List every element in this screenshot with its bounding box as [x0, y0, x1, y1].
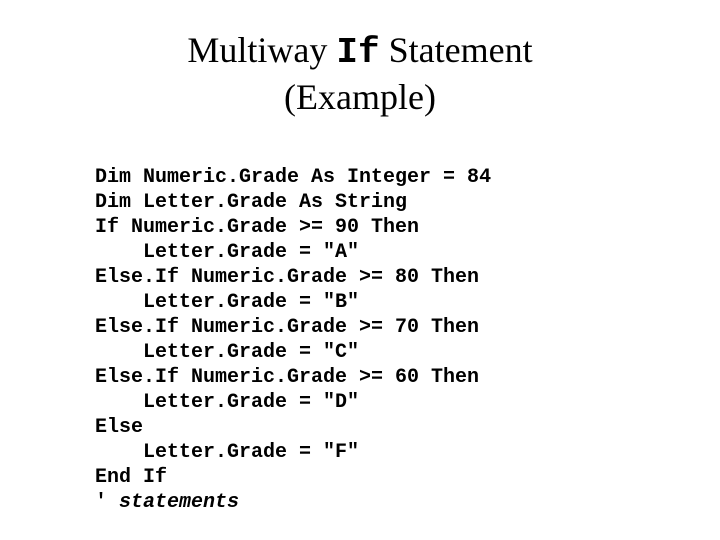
title-suffix: Statement: [380, 30, 533, 70]
code-line-11: Else: [95, 416, 143, 439]
code-line-1: Dim Numeric.Grade As Integer = 84: [95, 166, 491, 189]
code-line-4: Letter.Grade = "A": [143, 241, 359, 264]
code-line-13: End If: [95, 466, 167, 489]
slide: Multiway If Statement (Example) Dim Nume…: [0, 0, 720, 540]
code-line-14-comment: statements: [119, 491, 239, 514]
code-line-9: Else.If Numeric.Grade >= 60 Then: [95, 366, 479, 389]
code-line-3: If Numeric.Grade >= 90 Then: [95, 216, 419, 239]
code-line-6: Letter.Grade = "B": [143, 291, 359, 314]
code-line-7: Else.If Numeric.Grade >= 70 Then: [95, 316, 479, 339]
code-line-14-prefix: ': [95, 491, 119, 514]
title-line2: (Example): [284, 77, 436, 117]
code-line-10: Letter.Grade = "D": [143, 391, 359, 414]
code-line-12: Letter.Grade = "F": [143, 441, 359, 464]
code-line-8: Letter.Grade = "C": [143, 341, 359, 364]
title-prefix: Multiway: [187, 30, 336, 70]
title-keyword: If: [336, 32, 379, 73]
code-block: Dim Numeric.Grade As Integer = 84 Dim Le…: [95, 140, 720, 515]
code-line-5: Else.If Numeric.Grade >= 80 Then: [95, 266, 479, 289]
code-line-2: Dim Letter.Grade As String: [95, 191, 407, 214]
slide-title: Multiway If Statement (Example): [0, 0, 720, 140]
